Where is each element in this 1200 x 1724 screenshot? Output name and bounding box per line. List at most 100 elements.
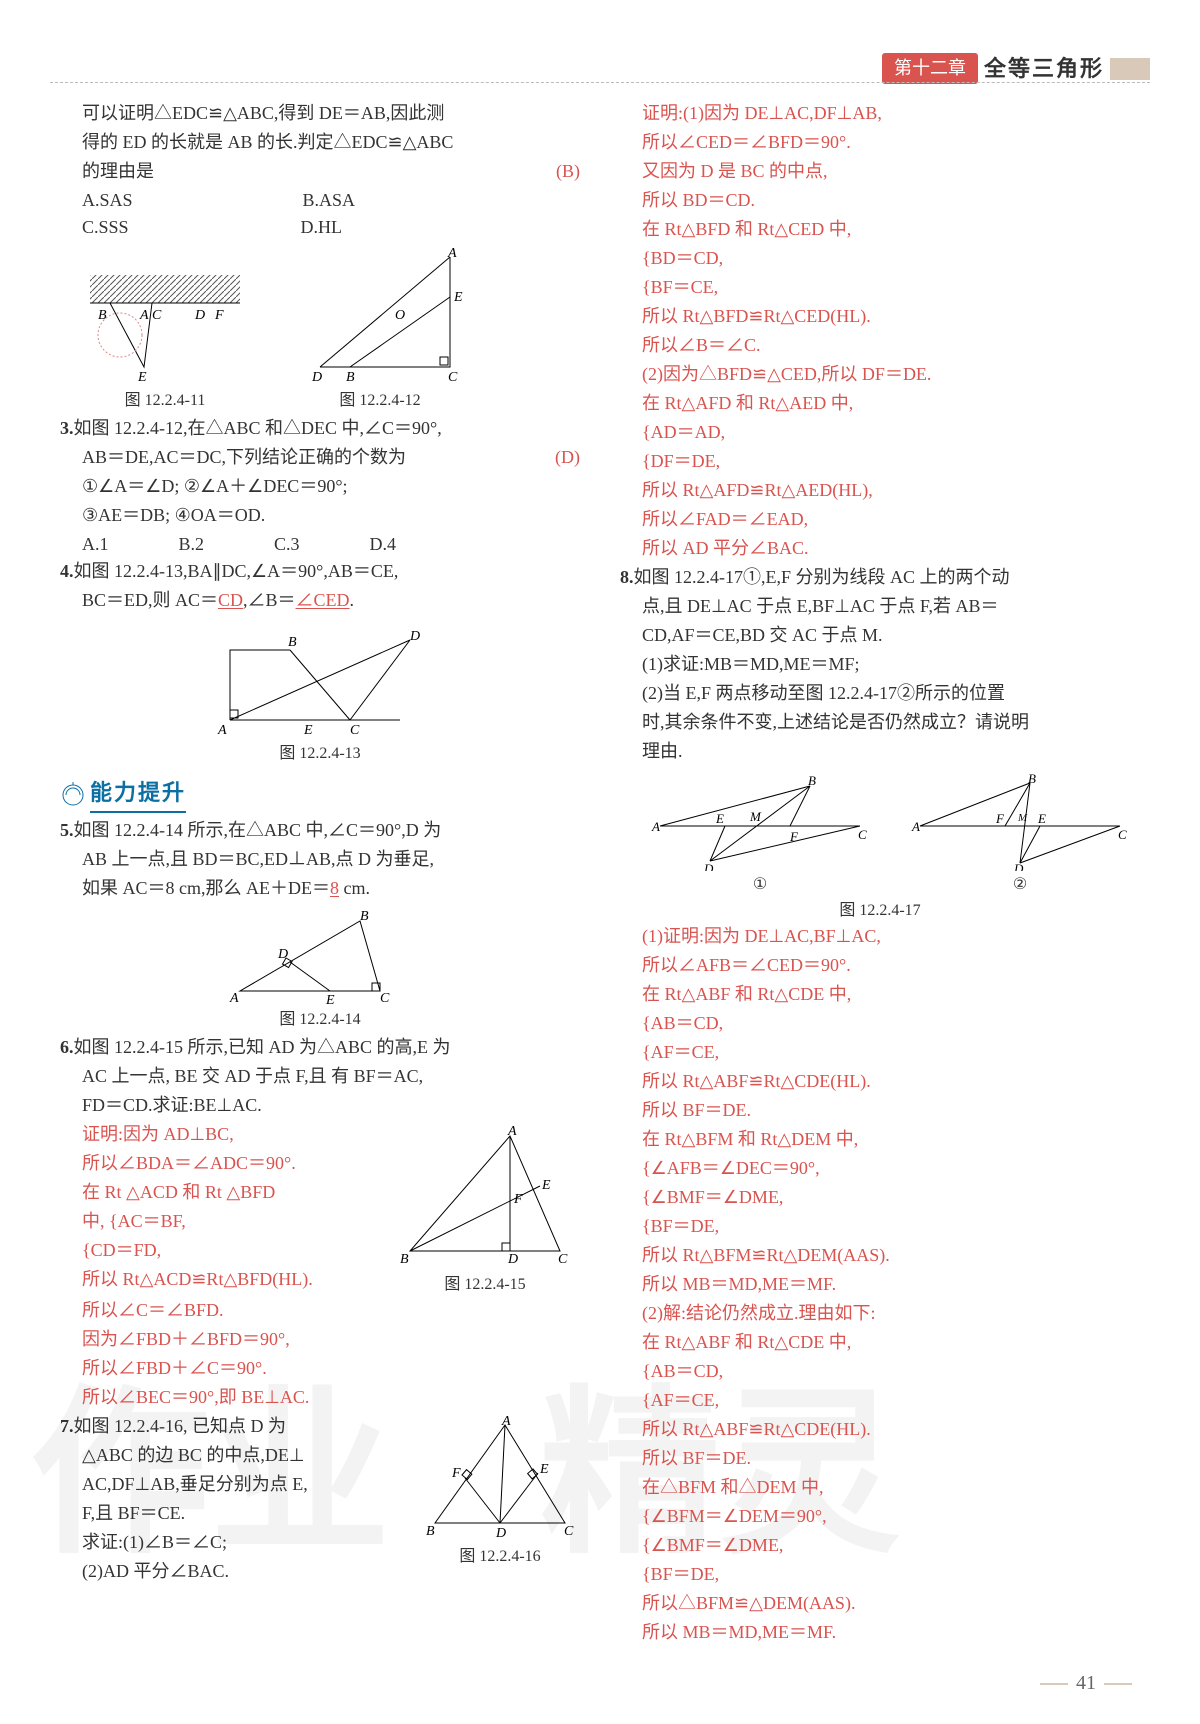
q7-proof-line: {BF＝CE, <box>620 274 1140 301</box>
svg-text:M: M <box>749 809 762 824</box>
q4-mid: ,∠B＝ <box>243 590 296 610</box>
figure-12-2-4-15: A B C D E F 图 12.2.4-15 <box>390 1121 580 1297</box>
fig11-caption: 图 12.2.4-11 <box>80 389 250 413</box>
q4-text: BC＝ED,则 AC＝ <box>82 590 218 610</box>
q5-line: 如图 12.2.4-14 所示,在△ABC 中,∠C＝90°,D 为 <box>74 820 442 840</box>
svg-text:D: D <box>409 629 420 644</box>
q8-proof-line: {∠AFB＝∠DEC＝90°, <box>620 1155 1140 1182</box>
q8-proof-line: 在 Rt△BFM 和 Rt△DEM 中, <box>620 1126 1140 1153</box>
q4-line2: BC＝ED,则 AC＝CD,∠B＝∠CED. <box>60 587 580 614</box>
q8-proof-line: {∠BMF＝∠DME, <box>620 1184 1140 1211</box>
svg-text:D: D <box>277 947 288 962</box>
svg-text:D: D <box>311 370 322 385</box>
q7-proof-line: 在 Rt△AFD 和 Rt△AED 中, <box>620 390 1140 417</box>
opt: C.3 <box>274 531 300 558</box>
fig17-sub2: ② <box>910 873 1130 897</box>
q7-proof-line: 所以 BD＝CD. <box>620 187 1140 214</box>
q7-proof-line: 所以∠FAD＝∠EAD, <box>620 506 1140 533</box>
svg-text:B: B <box>808 773 816 788</box>
q7-with-fig: 7.如图 12.2.4-16, 已知点 D 为 △ABC 的边 BC 的中点,D… <box>60 1413 580 1587</box>
header-divider <box>50 82 1150 83</box>
svg-text:B: B <box>400 1252 409 1267</box>
figure-12-2-4-13: A B D E C 图 12.2.4-13 <box>200 620 440 766</box>
section-title: 能力提升 <box>90 776 186 813</box>
q4-line: 如图 12.2.4-13,BA∥DC,∠A＝90°,AB＝CE, <box>74 561 399 581</box>
q7: 7.如图 12.2.4-16, 已知点 D 为 <box>60 1413 412 1440</box>
q2-stem-end: 的理由是 <box>82 158 154 185</box>
q4-end: . <box>350 590 355 610</box>
figure-17-2: A B C D E F M ② <box>910 771 1130 897</box>
column-left: 可以证明△EDC≌△ABC,得到 DE＝AB,因此测 得的 ED 的长就是 AB… <box>60 100 580 1587</box>
svg-text:A: A <box>911 819 920 834</box>
fig13-caption: 图 12.2.4-13 <box>200 742 440 766</box>
svg-text:F: F <box>789 829 799 844</box>
svg-text:A: A <box>139 308 149 323</box>
fig13-svg: A B D E C <box>200 620 440 740</box>
svg-text:E: E <box>539 1462 549 1477</box>
q8-proof-line: 所以 MB＝MD,ME＝MF. <box>620 1619 1140 1646</box>
q7-proof-line: 在 Rt△BFD 和 Rt△CED 中, <box>620 216 1140 243</box>
chapter-badge: 第十二章 <box>882 53 978 84</box>
svg-text:E: E <box>715 811 724 826</box>
svg-text:E: E <box>325 993 335 1006</box>
q8-proof-line: 所以 Rt△ABF≌Rt△CDE(HL). <box>620 1416 1140 1443</box>
q6-proof-with-fig: 证明:因为 AD⊥BC, 所以∠BDA＝∠ADC＝90°. 在 Rt △ACD … <box>60 1121 580 1297</box>
q2-options-row1: A.SAS B.ASA <box>82 187 580 214</box>
svg-text:E: E <box>137 370 147 385</box>
q7-proof-line: 证明:(1)因为 DE⊥AC,DF⊥AB, <box>620 100 1140 127</box>
q6-proof: 证明:因为 AD⊥BC, <box>60 1121 380 1148</box>
q8-proof-line: 所以 Rt△ABF≌Rt△CDE(HL). <box>620 1068 1140 1095</box>
q6-line: AC 上一点, BE 交 AD 于点 F,且 有 BF＝AC, <box>60 1063 580 1090</box>
q6-proof: 所以∠C＝∠BFD. <box>60 1297 580 1324</box>
q4-blank1: CD <box>218 590 243 610</box>
q7-line: △ABC 的边 BC 的中点,DE⊥ <box>60 1442 412 1469</box>
q8-proof-line: 在△BFM 和△DEM 中, <box>620 1474 1140 1501</box>
q6-proof: 因为∠FBD＋∠BFD＝90°, <box>60 1326 580 1353</box>
q8-line: 如图 12.2.4-17①,E,F 分别为线段 AC 上的两个动 <box>634 567 1010 587</box>
fig12-caption: 图 12.2.4-12 <box>290 389 470 413</box>
q8-proof-block: (1)证明:因为 DE⊥AC,BF⊥AC,所以∠AFB＝∠CED＝90°.在 R… <box>620 923 1140 1646</box>
q4: 4.如图 12.2.4-13,BA∥DC,∠A＝90°,AB＝CE, <box>60 558 580 585</box>
q6-proof: 所以∠BDA＝∠ADC＝90°. <box>60 1150 380 1177</box>
svg-text:E: E <box>453 290 463 305</box>
svg-text:B: B <box>360 909 369 924</box>
q7-proof-line: 又因为 D 是 BC 的中点, <box>620 158 1140 185</box>
opt: B.2 <box>179 531 205 558</box>
svg-text:C: C <box>1118 827 1127 842</box>
svg-text:M: M <box>1017 812 1028 824</box>
q3-line: ③AE＝DB; ④OA＝OD. <box>60 502 580 529</box>
q8-line: (1)求证:MB＝MD,ME＝MF; <box>620 651 1140 678</box>
q7-proof-line: (2)因为△BFD≌△CED,所以 DF＝DE. <box>620 361 1140 388</box>
svg-text:B: B <box>346 370 355 385</box>
q2-answer: (B) <box>556 158 580 185</box>
opt: C.SSS <box>82 214 129 241</box>
fig15-caption: 图 12.2.4-15 <box>390 1273 580 1297</box>
page-content: 可以证明△EDC≌△ABC,得到 DE＝AB,因此测 得的 ED 的长就是 AB… <box>60 100 1140 1674</box>
q6-proof: 中, {AC＝BF, <box>60 1208 380 1235</box>
svg-text:B: B <box>288 635 297 650</box>
fig17a-svg: A B C D E F M <box>650 771 870 871</box>
satellite-icon <box>60 782 86 808</box>
q8-line: 理由. <box>620 738 1140 765</box>
svg-text:E: E <box>1037 811 1046 826</box>
q5: 5.如图 12.2.4-14 所示,在△ABC 中,∠C＝90°,D 为 <box>60 817 580 844</box>
q7-proof-line: 所以 Rt△BFD≌Rt△CED(HL). <box>620 303 1140 330</box>
svg-text:C: C <box>350 723 360 738</box>
q3-line: AB＝DE,AC＝DC,下列结论正确的个数为 (D) <box>60 444 580 471</box>
fig17-caption: 图 12.2.4-17 <box>620 899 1140 923</box>
q7-proof-line: 所以 Rt△AFD≌Rt△AED(HL), <box>620 477 1140 504</box>
svg-text:F: F <box>214 308 224 323</box>
svg-text:F: F <box>995 811 1005 826</box>
svg-text:C: C <box>564 1524 574 1539</box>
fig16-caption: 图 12.2.4-16 <box>420 1545 580 1569</box>
svg-text:A: A <box>651 819 660 834</box>
opt: A.1 <box>82 531 109 558</box>
q8-proof-line: 所以 BF＝DE. <box>620 1445 1140 1472</box>
q4-blank2: ∠CED <box>296 590 350 610</box>
opt: D.HL <box>301 214 343 241</box>
fig15-svg: A B C D E F <box>390 1121 580 1271</box>
section-banner: 能力提升 <box>60 776 580 813</box>
q5-line: AB 上一点,且 BD＝BC,ED⊥AB,点 D 为垂足, <box>60 846 580 873</box>
svg-text:A: A <box>447 247 457 261</box>
svg-text:B: B <box>1028 771 1036 786</box>
